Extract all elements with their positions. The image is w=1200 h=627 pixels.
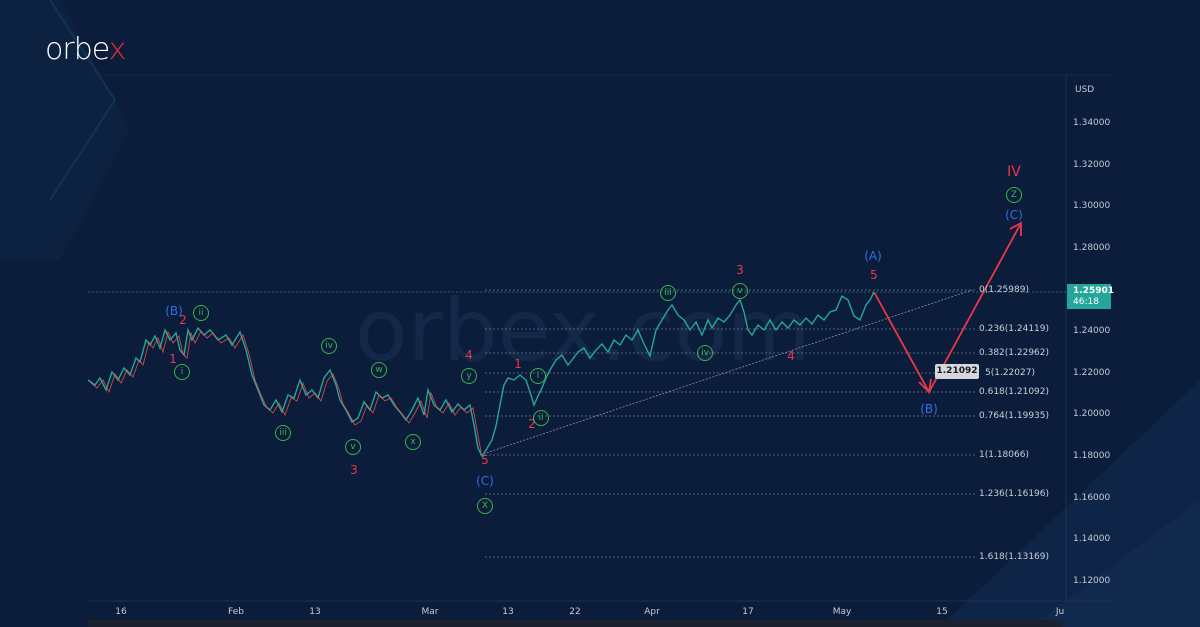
fib-label: 1.618(1.13169) — [979, 552, 1050, 562]
fib-label: 0(1.25989) — [979, 285, 1029, 295]
x-tick: May — [832, 607, 852, 617]
y-tick: 1.18000 — [1073, 451, 1111, 461]
wave-label-iv-b: iv — [697, 345, 713, 361]
x-tick: Ju — [1055, 607, 1065, 617]
wave-label-w: w — [371, 362, 387, 378]
y-tick: 1.20000 — [1073, 409, 1111, 419]
wave-label-iii-b: iii — [660, 285, 676, 301]
y-tick: 1.32000 — [1073, 160, 1111, 170]
wave-label-i-b: i — [530, 368, 546, 384]
wave-label-2b: 2 — [528, 417, 536, 431]
y-tick: 1.30000 — [1073, 201, 1111, 211]
wave-label-4: 4 — [465, 348, 473, 362]
fib-label: 0.618(1.21092) — [979, 387, 1050, 397]
current-price-tag: 1.25901 46:18 — [1067, 284, 1114, 309]
fib-label: 0.382(1.22962) — [979, 348, 1050, 358]
fib-label: 0.764(1.19935) — [979, 411, 1050, 421]
wave-label-iii: iii — [275, 425, 291, 441]
current-price-value: 1.25901 — [1073, 286, 1114, 296]
wave-label-2: 2 — [179, 313, 187, 327]
wave-label-v: v — [345, 439, 361, 455]
wave-label-Z: Z — [1006, 187, 1022, 203]
trend-line — [479, 289, 973, 456]
y-tick: 1.16000 — [1073, 493, 1111, 503]
x-tick: 13 — [309, 607, 321, 617]
wave-label-iv: iv — [321, 338, 337, 354]
wave-label-C-target: (C) — [1005, 208, 1023, 222]
y-tick: 1.22000 — [1073, 368, 1111, 378]
fib-label: 1.236(1.16196) — [979, 489, 1050, 499]
bottom-strip — [88, 620, 1063, 627]
x-tick: 22 — [569, 607, 581, 617]
y-tick: 1.34000 — [1073, 118, 1111, 128]
projection-path — [873, 221, 1022, 394]
wave-label-B: (B) — [165, 304, 183, 318]
wave-label-B-target: (B) — [920, 402, 938, 416]
price-candles — [87, 291, 875, 458]
wave-label-5b: 5 — [870, 268, 878, 282]
bar-countdown: 46:18 — [1073, 297, 1099, 307]
wave-label-ii-b: ii — [533, 410, 549, 426]
wave-label-5: 5 — [481, 453, 489, 467]
fib-label: 0.236(1.24119) — [979, 324, 1050, 334]
x-tick: Feb — [228, 607, 244, 617]
wave-label-1b: 1 — [514, 357, 522, 371]
bg-chevron-line — [49, 0, 117, 201]
y-tick: 1.14000 — [1073, 534, 1111, 544]
wave-label-X: X — [477, 498, 493, 514]
y-tick: 1.12000 — [1073, 576, 1111, 586]
x-tick: Mar — [421, 607, 439, 617]
bg-chevron-shape — [0, 0, 130, 260]
x-tick: Apr — [644, 607, 660, 617]
wave-label-IV: IV — [1007, 164, 1021, 180]
wave-label-i: i — [174, 364, 190, 380]
wave-label-v-b: v — [732, 283, 748, 299]
wave-label-3b: 3 — [736, 263, 744, 277]
y-tick: 1.24000 — [1073, 326, 1111, 336]
wave-label-C: (C) — [476, 474, 494, 488]
y-tick: 1.28000 — [1073, 243, 1111, 253]
fib-label: 1(1.18066) — [979, 450, 1029, 460]
currency-label: USD — [1075, 85, 1095, 95]
x-tick: 17 — [742, 607, 754, 617]
wave-label-3: 3 — [350, 463, 358, 477]
x-tick: 16 — [115, 607, 127, 617]
x-tick: 15 — [936, 607, 948, 617]
target-price-callout: 1.21092 — [935, 364, 979, 379]
fib-label: 5(1.22027) — [985, 368, 1035, 378]
orbex-logo: orbex — [45, 32, 126, 67]
wave-label-x: x — [405, 434, 421, 450]
wave-label-A: (A) — [864, 249, 882, 263]
wave-label-ii: ii — [193, 305, 209, 321]
x-tick: 13 — [502, 607, 514, 617]
wave-label-y: y — [461, 368, 477, 384]
wave-label-1: 1 — [169, 352, 177, 366]
wave-label-4b: 4 — [787, 349, 795, 363]
